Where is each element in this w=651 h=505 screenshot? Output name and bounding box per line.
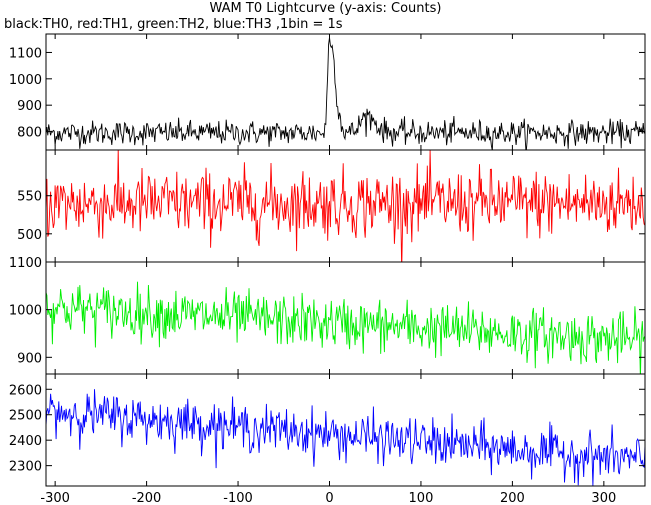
series-th2-line: [46, 281, 645, 374]
x-tick-label: 300: [591, 491, 616, 505]
y-tick-label: 550: [17, 190, 42, 205]
y-tick-label: 2500: [9, 409, 42, 424]
series-th3-line: [46, 389, 645, 486]
x-tick-label: 200: [500, 491, 525, 505]
y-tick-label: 1000: [9, 304, 42, 319]
y-tick-label: 900: [17, 99, 42, 114]
chart-title: WAM T0 Lightcurve (y-axis: Counts): [209, 1, 442, 16]
x-tick-label: -100: [223, 491, 253, 505]
chart-subtitle: black:TH0, red:TH1, green:TH2, blue:TH3 …: [4, 17, 343, 32]
y-tick-label: 900: [17, 351, 42, 366]
y-tick-label: 800: [17, 126, 42, 141]
series-th0-line: [46, 37, 645, 150]
y-tick-label: 1100: [9, 46, 42, 61]
y-tick-label: 1100: [9, 256, 42, 271]
x-tick-label: 100: [409, 491, 434, 505]
x-tick-label: 0: [325, 491, 333, 505]
y-tick-label: 1000: [9, 73, 42, 88]
y-tick-label: 2600: [9, 383, 42, 398]
y-tick-label: 500: [17, 228, 42, 243]
y-tick-label: 2400: [9, 434, 42, 449]
panel-frame-th3: [45, 373, 646, 487]
y-tick-label: 2300: [9, 460, 42, 475]
x-tick-label: -300: [40, 491, 70, 505]
series-th1-line: [46, 150, 645, 262]
x-tick-label: -200: [132, 491, 162, 505]
